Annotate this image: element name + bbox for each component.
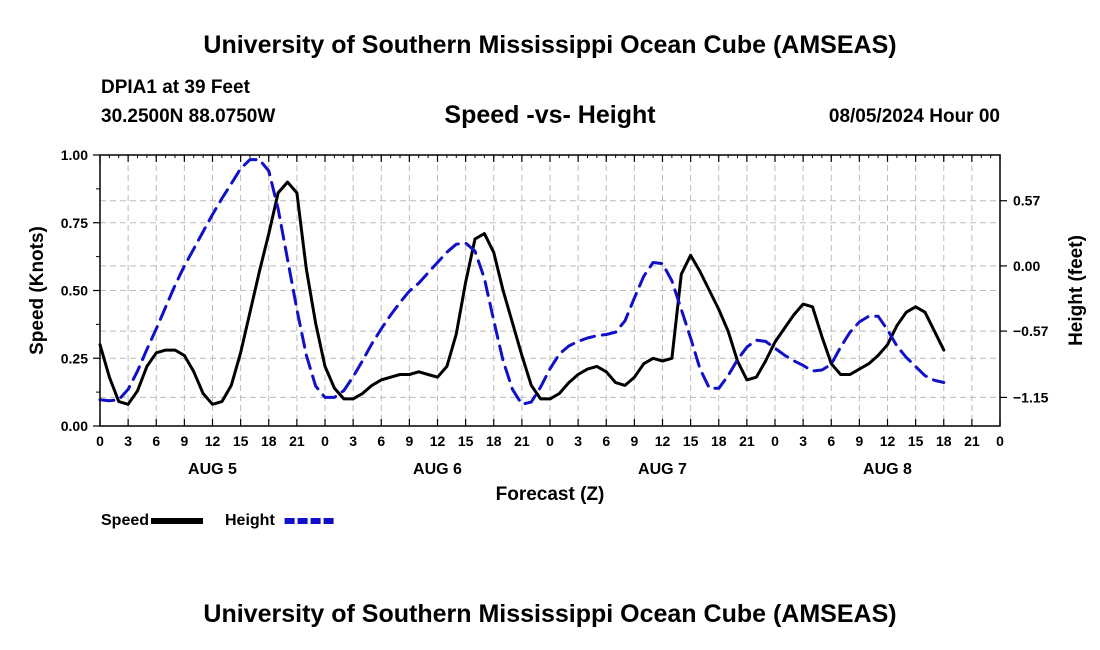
x-tick-label: 15 bbox=[458, 433, 474, 449]
x-tick-label: 9 bbox=[855, 433, 863, 449]
y-tick-label: 0.50 bbox=[61, 283, 88, 299]
day-label: AUG 6 bbox=[413, 461, 462, 478]
y2-tick-label: 0.57 bbox=[1013, 193, 1040, 209]
series-line-height bbox=[98, 158, 946, 406]
x-tick-label: 18 bbox=[711, 433, 727, 449]
legend: Speed Height bbox=[101, 512, 337, 529]
x-tick-label: 21 bbox=[739, 433, 755, 449]
x-tick-label: 9 bbox=[630, 433, 638, 449]
x-tick-label: 6 bbox=[602, 433, 610, 449]
x-tick-label: 3 bbox=[799, 433, 807, 449]
legend-label-speed: Speed bbox=[101, 512, 149, 529]
axis-labels: 0 3 6 9 12 15 18 21 0 3 6 9 12 15 18 21 0 3 6 9 12 15 18 21 0 3 6 9… bbox=[27, 147, 1087, 505]
y-tick-label: 0.25 bbox=[61, 350, 88, 366]
series-lines bbox=[98, 158, 946, 406]
x-tick-label: 6 bbox=[827, 433, 835, 449]
x-tick-label: 0 bbox=[96, 433, 104, 449]
x-tick-label: 18 bbox=[936, 433, 952, 449]
y2-axis-title: Height (feet) bbox=[1066, 235, 1087, 346]
x-tick-label: 12 bbox=[655, 433, 671, 449]
x-tick-label: 0 bbox=[771, 433, 779, 449]
chart-main-title: University of Southern Mississippi Ocean… bbox=[203, 31, 897, 59]
x-tick-label: 3 bbox=[574, 433, 582, 449]
x-tick-label: 3 bbox=[124, 433, 132, 449]
speed-height-chart: 0 3 6 9 12 15 18 21 0 3 6 9 12 15 18 21 0 3 6 9 12 15 18 21 0 3 6 9… bbox=[27, 147, 1087, 529]
x-tick-label: 15 bbox=[908, 433, 924, 449]
coordinates-label: 30.2500N 88.0750W bbox=[101, 106, 276, 127]
day-label: AUG 5 bbox=[188, 461, 237, 478]
x-tick-label: 3 bbox=[349, 433, 357, 449]
y-axis-title: Speed (Knots) bbox=[27, 226, 48, 355]
x-tick-label: 12 bbox=[430, 433, 446, 449]
x-tick-label: 18 bbox=[486, 433, 502, 449]
x-tick-label: 18 bbox=[261, 433, 277, 449]
chart-footer-title: University of Southern Mississippi Ocean… bbox=[203, 600, 897, 628]
legend-label-height: Height bbox=[225, 512, 275, 529]
axes bbox=[93, 154, 1007, 427]
x-tick-label: 9 bbox=[180, 433, 188, 449]
x-tick-label: 9 bbox=[405, 433, 413, 449]
x-tick-label: 12 bbox=[880, 433, 896, 449]
x-tick-label: 0 bbox=[996, 433, 1004, 449]
x-tick-label: 21 bbox=[964, 433, 980, 449]
station-label: DPIA1 at 39 Feet bbox=[101, 77, 250, 98]
x-tick-label: 0 bbox=[546, 433, 554, 449]
y2-tick-label: 0.00 bbox=[1013, 258, 1040, 274]
x-tick-label: 12 bbox=[205, 433, 221, 449]
x-tick-label: 6 bbox=[377, 433, 385, 449]
forecast-datetime: 08/05/2024 Hour 00 bbox=[828, 106, 1000, 127]
x-tick-label: 15 bbox=[233, 433, 249, 449]
x-tick-label: 21 bbox=[289, 433, 305, 449]
grid-lines bbox=[100, 155, 1000, 426]
day-label: AUG 8 bbox=[863, 461, 912, 478]
y2-tick-label: −1.15 bbox=[1013, 389, 1049, 405]
x-tick-label: 15 bbox=[683, 433, 699, 449]
y-tick-label: 0.75 bbox=[61, 215, 88, 231]
y-tick-label: 0.00 bbox=[61, 418, 88, 434]
series-line-speed bbox=[98, 180, 946, 406]
chart-subtitle: Speed -vs- Height bbox=[444, 101, 656, 129]
x-axis-title: Forecast (Z) bbox=[496, 484, 605, 505]
x-tick-label: 6 bbox=[152, 433, 160, 449]
x-tick-label: 0 bbox=[321, 433, 329, 449]
x-tick-label: 21 bbox=[514, 433, 530, 449]
day-label: AUG 7 bbox=[638, 461, 687, 478]
y-tick-label: 1.00 bbox=[61, 147, 88, 163]
plot-frame bbox=[99, 154, 1001, 427]
y2-tick-label: −0.57 bbox=[1013, 323, 1049, 339]
